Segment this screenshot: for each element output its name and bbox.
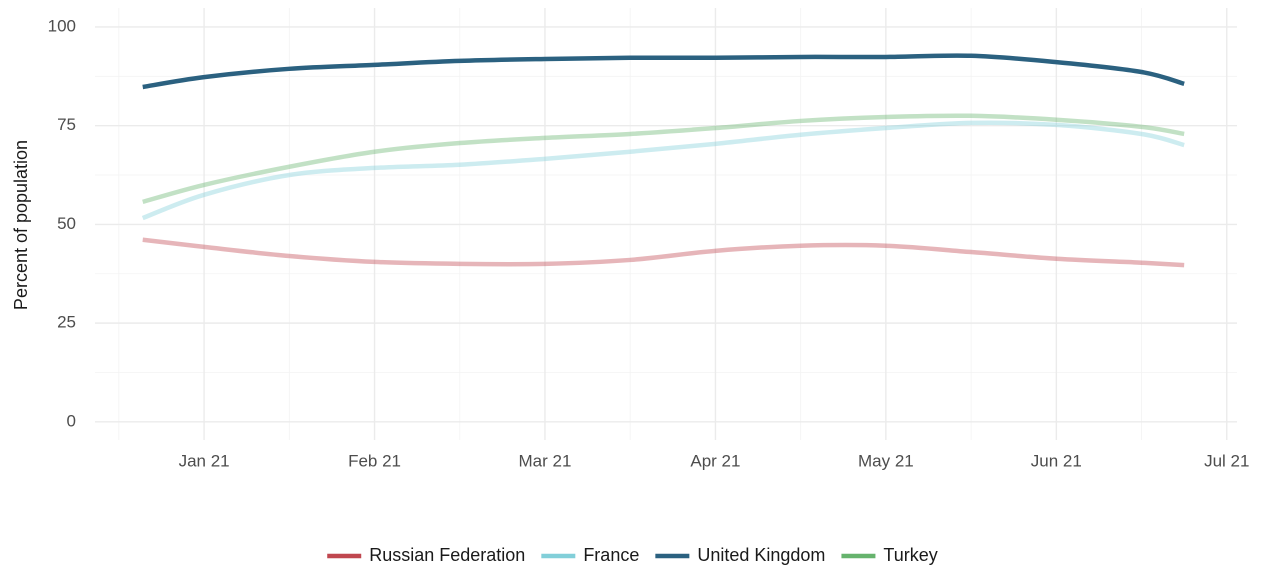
series-line — [141, 120, 1185, 221]
x-tick-label: Jan 21 — [179, 451, 230, 470]
y-tick-label: 25 — [57, 313, 76, 332]
x-tick-label: Apr 21 — [690, 451, 740, 470]
y-tick-label: 75 — [57, 115, 76, 134]
legend-label: United Kingdom — [697, 545, 825, 565]
x-tick-label: Jun 21 — [1031, 451, 1082, 470]
legend-label: Turkey — [883, 545, 937, 565]
x-tick-label: Mar 21 — [519, 451, 572, 470]
y-tick-label: 0 — [67, 411, 76, 430]
y-tick-label: 50 — [57, 214, 76, 233]
x-tick-label: Feb 21 — [348, 451, 401, 470]
legend-label: Russian Federation — [369, 545, 525, 565]
series-line — [142, 53, 1185, 90]
y-axis-label: Percent of population — [11, 140, 31, 310]
series-line — [142, 237, 1185, 268]
x-tick-label: May 21 — [858, 451, 914, 470]
legend-label: France — [583, 545, 639, 565]
x-tick-label: Jul 21 — [1204, 451, 1249, 470]
y-tick-label: 100 — [48, 16, 76, 35]
series-line — [142, 113, 1185, 205]
